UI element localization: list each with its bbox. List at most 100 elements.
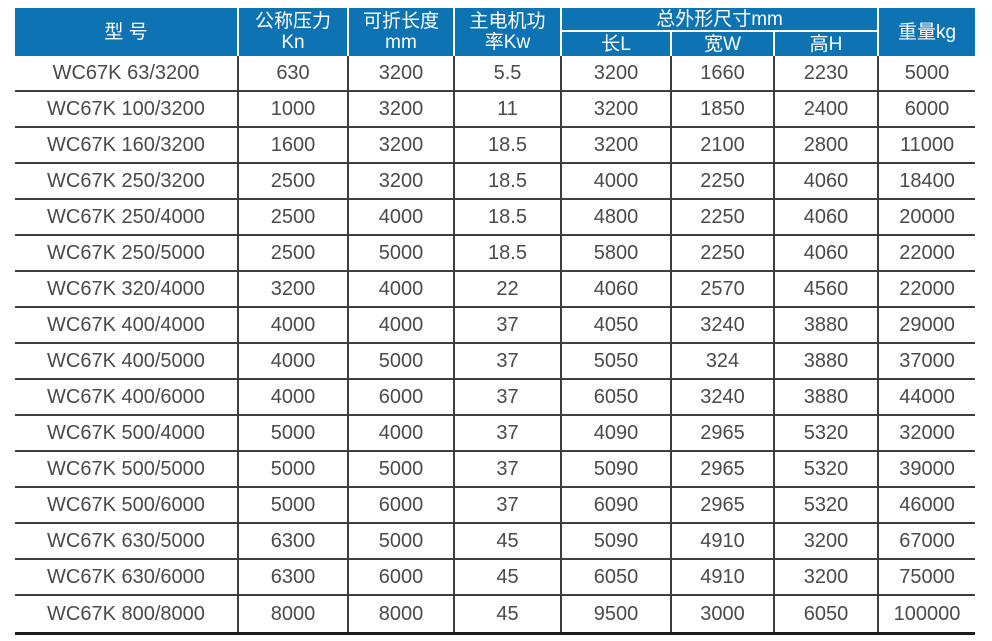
header-dimensions-group: 总外形尺寸mm: [562, 8, 880, 32]
cell-dim-height-mm: 2400: [775, 92, 880, 128]
cell-model: WC67K 400/4000: [15, 308, 239, 344]
cell-model: WC67K 800/8000: [15, 596, 239, 632]
table-row: WC67K 250/5000 2500 5000 18.5 5800 2250 4060 22…: [15, 236, 976, 272]
cell-model: WC67K 500/4000: [15, 416, 239, 452]
table-row: WC67K 250/4000 2500 4000 18.5 4800 2250 4060 20…: [15, 200, 976, 236]
cell-dim-height-mm: 3200: [775, 524, 880, 560]
cell-model: WC67K 400/6000: [15, 380, 239, 416]
cell-dim-width-mm: 3240: [672, 308, 775, 344]
table-row: WC67K 160/3200 1600 3200 18.5 3200 2100 2800 11…: [15, 128, 976, 164]
table-row: WC67K 400/4000 4000 4000 37 4050 3240 3880 2900…: [15, 308, 976, 344]
spec-table-header: 型 号 公称压力 Kn 可折长度 mm 主电机功 率Kw 总外形尺寸mm 重量k…: [15, 8, 976, 56]
cell-nominal-pressure-kn: 5000: [239, 452, 349, 488]
cell-dim-width-mm: 4910: [672, 560, 775, 596]
cell-nominal-pressure-kn: 4000: [239, 308, 349, 344]
cell-motor-power-kw: 45: [455, 524, 562, 560]
header-nominal-pressure: 公称压力 Kn: [239, 8, 349, 56]
cell-weight-kg: 6000: [879, 92, 976, 128]
cell-fold-length-mm: 6000: [349, 488, 455, 524]
cell-fold-length-mm: 6000: [349, 380, 455, 416]
cell-dim-width-mm: 2250: [672, 164, 775, 200]
cell-nominal-pressure-kn: 630: [239, 56, 349, 92]
cell-dim-length-mm: 4050: [562, 308, 672, 344]
table-row: WC67K 63/3200 630 3200 5.5 3200 1660 2230 5000: [15, 56, 976, 92]
header-nominal-pressure-line2: Kn: [281, 32, 305, 53]
table-row: WC67K 500/5000 5000 5000 37 5090 2965 5320 3900…: [15, 452, 976, 488]
cell-dim-height-mm: 2230: [775, 56, 880, 92]
cell-dim-length-mm: 4000: [562, 164, 672, 200]
cell-nominal-pressure-kn: 4000: [239, 380, 349, 416]
cell-dim-height-mm: 4060: [775, 236, 880, 272]
cell-motor-power-kw: 45: [455, 560, 562, 596]
cell-fold-length-mm: 4000: [349, 272, 455, 308]
cell-motor-power-kw: 37: [455, 380, 562, 416]
table-row: WC67K 630/6000 6300 6000 45 6050 4910 3200 7500…: [15, 560, 976, 596]
cell-weight-kg: 20000: [879, 200, 976, 236]
cell-dim-height-mm: 3880: [775, 308, 880, 344]
cell-weight-kg: 18400: [879, 164, 976, 200]
cell-dim-width-mm: 1660: [672, 56, 775, 92]
cell-dim-height-mm: 4060: [775, 200, 880, 236]
cell-fold-length-mm: 4000: [349, 308, 455, 344]
cell-nominal-pressure-kn: 5000: [239, 416, 349, 452]
cell-dim-height-mm: 2800: [775, 128, 880, 164]
header-fold-length-line2: mm: [385, 32, 417, 53]
cell-dim-width-mm: 2250: [672, 236, 775, 272]
cell-dim-width-mm: 2100: [672, 128, 775, 164]
cell-dim-height-mm: 3200: [775, 560, 880, 596]
cell-dim-length-mm: 9500: [562, 596, 672, 632]
table-row: WC67K 400/5000 4000 5000 37 5050 324 3880 37000: [15, 344, 976, 380]
cell-dim-length-mm: 5090: [562, 452, 672, 488]
cell-dim-length-mm: 5800: [562, 236, 672, 272]
cell-dim-width-mm: 2965: [672, 488, 775, 524]
header-weight: 重量kg: [879, 8, 976, 56]
cell-fold-length-mm: 5000: [349, 236, 455, 272]
cell-model: WC67K 160/3200: [15, 128, 239, 164]
cell-fold-length-mm: 4000: [349, 416, 455, 452]
cell-nominal-pressure-kn: 8000: [239, 596, 349, 632]
cell-fold-length-mm: 3200: [349, 164, 455, 200]
cell-model: WC67K 500/6000: [15, 488, 239, 524]
cell-weight-kg: 22000: [879, 236, 976, 272]
cell-motor-power-kw: 37: [455, 452, 562, 488]
cell-fold-length-mm: 3200: [349, 128, 455, 164]
cell-dim-width-mm: 3240: [672, 380, 775, 416]
cell-model: WC67K 630/6000: [15, 560, 239, 596]
cell-dim-height-mm: 5320: [775, 452, 880, 488]
header-motor-power-line1: 主电机功: [469, 11, 546, 32]
cell-dim-height-mm: 3880: [775, 380, 880, 416]
cell-dim-width-mm: 2250: [672, 200, 775, 236]
header-dim-height: 高H: [775, 32, 880, 56]
cell-motor-power-kw: 18.5: [455, 236, 562, 272]
cell-nominal-pressure-kn: 5000: [239, 488, 349, 524]
cell-fold-length-mm: 8000: [349, 596, 455, 632]
cell-fold-length-mm: 6000: [349, 560, 455, 596]
cell-weight-kg: 37000: [879, 344, 976, 380]
cell-fold-length-mm: 5000: [349, 524, 455, 560]
cell-dim-width-mm: 3000: [672, 596, 775, 632]
table-row: WC67K 630/5000 6300 5000 45 5090 4910 3200 6700…: [15, 524, 976, 560]
cell-model: WC67K 630/5000: [15, 524, 239, 560]
cell-motor-power-kw: 5.5: [455, 56, 562, 92]
cell-model: WC67K 320/4000: [15, 272, 239, 308]
table-row: WC67K 500/6000 5000 6000 37 6090 2965 5320 4600…: [15, 488, 976, 524]
cell-nominal-pressure-kn: 1000: [239, 92, 349, 128]
cell-model: WC67K 250/3200: [15, 164, 239, 200]
cell-dim-width-mm: 2570: [672, 272, 775, 308]
cell-nominal-pressure-kn: 6300: [239, 560, 349, 596]
cell-dim-length-mm: 4060: [562, 272, 672, 308]
header-motor-power-line2: 率Kw: [484, 32, 531, 53]
cell-dim-length-mm: 6090: [562, 488, 672, 524]
cell-dim-height-mm: 3880: [775, 344, 880, 380]
header-model-label: 型 号: [104, 21, 148, 43]
cell-dim-length-mm: 5090: [562, 524, 672, 560]
cell-weight-kg: 46000: [879, 488, 976, 524]
cell-dim-length-mm: 4090: [562, 416, 672, 452]
cell-motor-power-kw: 37: [455, 308, 562, 344]
cell-nominal-pressure-kn: 2500: [239, 164, 349, 200]
cell-nominal-pressure-kn: 4000: [239, 344, 349, 380]
cell-motor-power-kw: 18.5: [455, 164, 562, 200]
cell-model: WC67K 100/3200: [15, 92, 239, 128]
header-fold-length-line1: 可折长度: [362, 11, 439, 32]
cell-dim-length-mm: 6050: [562, 560, 672, 596]
